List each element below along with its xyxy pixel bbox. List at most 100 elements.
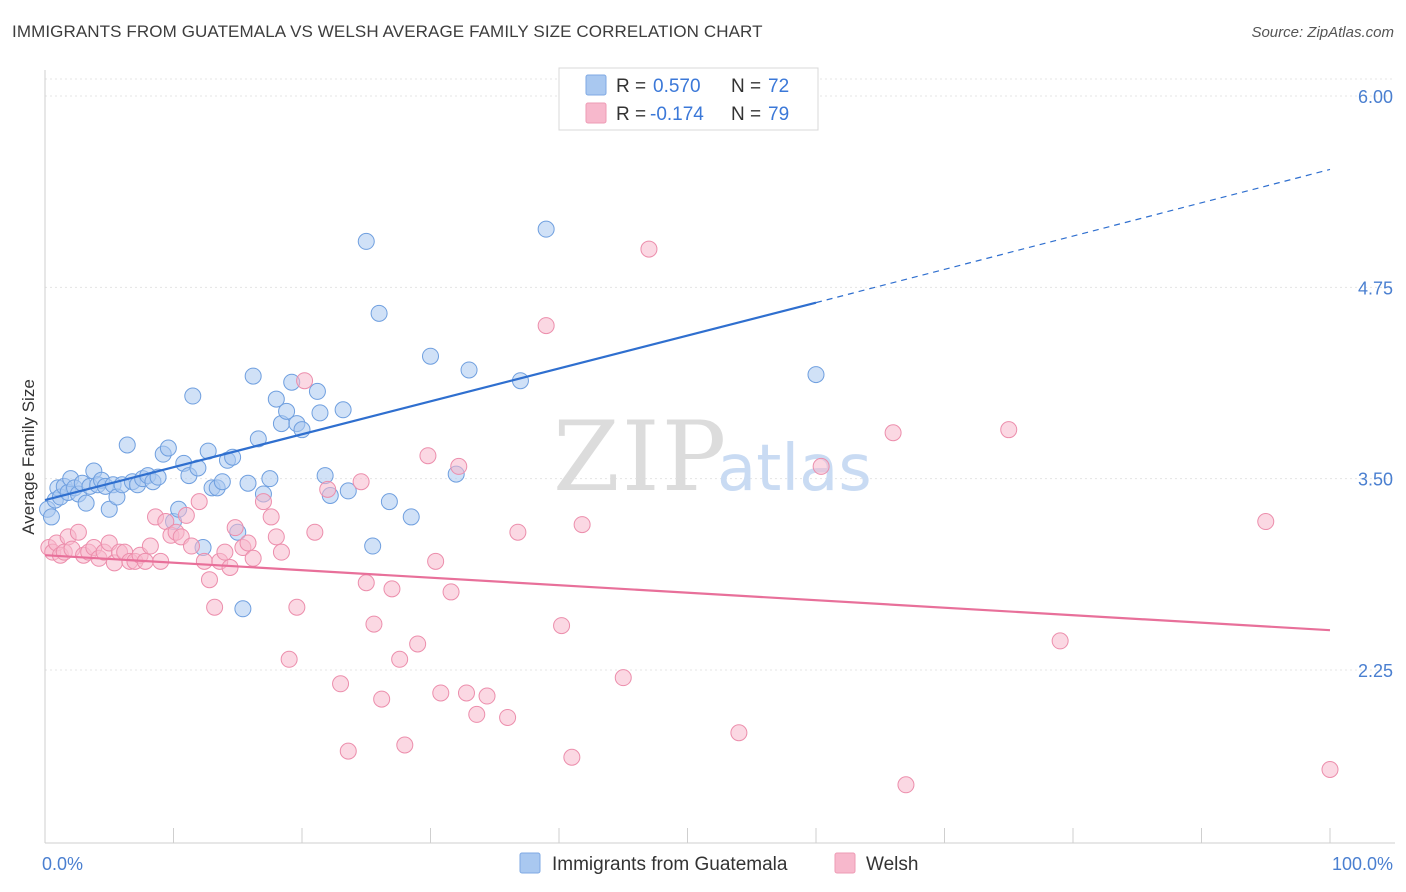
point-welsh — [450, 457, 468, 475]
point-welsh — [614, 669, 632, 687]
point-guatemala — [267, 390, 285, 408]
point-welsh — [254, 493, 272, 511]
point-welsh — [319, 480, 337, 498]
point-guatemala — [249, 430, 267, 448]
point-welsh — [509, 523, 527, 541]
point-welsh — [468, 705, 486, 723]
trend-line-guatemala — [44, 301, 817, 502]
point-welsh — [190, 493, 208, 511]
series-legend: Immigrants from Guatemala Welsh — [519, 852, 918, 875]
trend-line-welsh — [44, 554, 1331, 632]
point-welsh — [365, 615, 383, 633]
point-welsh — [272, 543, 290, 561]
point-welsh — [262, 508, 280, 526]
x-tick-label-max: 100.0% — [1332, 854, 1393, 874]
legend-r-label: R = — [616, 76, 646, 97]
point-welsh — [1257, 513, 1275, 531]
trend-lines — [44, 168, 1331, 632]
point-welsh — [442, 583, 460, 601]
point-welsh — [239, 534, 257, 552]
point-welsh — [177, 506, 195, 524]
series-legend-swatch-guatemala — [519, 852, 541, 874]
point-welsh — [216, 543, 234, 561]
y-tick-label: 6.00 — [1358, 87, 1393, 107]
point-welsh — [432, 684, 450, 702]
point-welsh — [499, 708, 517, 726]
point-welsh — [373, 690, 391, 708]
point-guatemala — [316, 467, 334, 485]
point-guatemala — [261, 470, 279, 488]
legend-swatch-guatemala — [585, 74, 607, 96]
point-guatemala — [308, 382, 326, 400]
source-label: Source: ZipAtlas.com — [1251, 24, 1394, 41]
point-welsh — [221, 558, 239, 576]
point-welsh — [396, 736, 414, 754]
point-welsh — [69, 523, 87, 541]
point-guatemala — [213, 473, 231, 491]
x-tick-labels: 0.0% 100.0% — [42, 828, 1393, 874]
legend-r-value-guatemala: 0.570 — [653, 76, 701, 97]
point-guatemala — [807, 366, 825, 384]
point-guatemala — [339, 482, 357, 500]
legend-swatch-welsh — [585, 102, 607, 124]
trend-line-guatemala-extension — [815, 168, 1331, 304]
watermark-zip: ZIP — [553, 401, 728, 513]
point-welsh — [573, 516, 591, 534]
point-welsh — [383, 580, 401, 598]
point-welsh — [339, 742, 357, 760]
series-legend-swatch-welsh — [834, 852, 856, 874]
point-guatemala — [422, 347, 439, 365]
point-welsh — [478, 687, 496, 705]
point-welsh — [206, 598, 224, 616]
x-tick-label-min: 0.0% — [42, 854, 83, 874]
point-welsh — [537, 317, 555, 335]
chart-title: IMMIGRANTS FROM GUATEMALA VS WELSH AVERA… — [12, 22, 763, 41]
point-welsh — [563, 748, 581, 766]
point-welsh — [730, 724, 748, 742]
point-welsh — [1051, 632, 1069, 650]
y-tick-label: 4.75 — [1358, 278, 1393, 298]
legend-n-label: N = — [731, 76, 761, 97]
point-welsh — [182, 537, 200, 555]
series-legend-label-welsh: Welsh — [866, 854, 918, 875]
point-guatemala — [244, 367, 262, 385]
point-welsh — [812, 457, 830, 475]
correlation-legend: R = 0.570 N = 72 R = -0.174 N = 79 — [558, 67, 819, 131]
y-axis-label: Average Family Size — [19, 379, 38, 535]
point-welsh — [1000, 421, 1018, 439]
point-guatemala — [184, 387, 202, 405]
point-guatemala — [278, 402, 296, 420]
point-guatemala — [239, 474, 257, 492]
point-guatemala — [334, 401, 352, 419]
point-welsh — [226, 519, 244, 537]
point-welsh — [332, 675, 350, 693]
point-welsh — [409, 635, 427, 653]
point-welsh — [280, 650, 298, 668]
point-welsh — [391, 650, 409, 668]
point-welsh — [141, 537, 159, 555]
point-welsh — [195, 552, 213, 570]
point-welsh — [553, 617, 571, 635]
point-guatemala — [100, 500, 118, 518]
point-guatemala — [118, 436, 136, 454]
point-welsh — [427, 552, 445, 570]
point-welsh — [288, 598, 306, 616]
data-points — [39, 220, 1339, 794]
point-welsh — [640, 240, 658, 258]
legend-n-label: N = — [731, 104, 761, 125]
point-guatemala — [380, 493, 398, 511]
point-welsh — [296, 372, 314, 390]
point-welsh — [352, 473, 370, 491]
point-guatemala — [159, 439, 177, 457]
point-welsh — [200, 571, 218, 589]
point-welsh — [267, 528, 285, 546]
point-welsh — [419, 447, 437, 465]
legend-n-value-guatemala: 72 — [768, 76, 789, 97]
series-legend-label-guatemala: Immigrants from Guatemala — [552, 854, 788, 875]
legend-r-label: R = — [616, 104, 646, 125]
legend-r-value-welsh: -0.174 — [650, 104, 704, 125]
point-welsh — [884, 424, 902, 442]
y-tick-labels: 2.25 3.50 4.75 6.00 — [1358, 87, 1393, 681]
point-guatemala — [402, 508, 420, 526]
